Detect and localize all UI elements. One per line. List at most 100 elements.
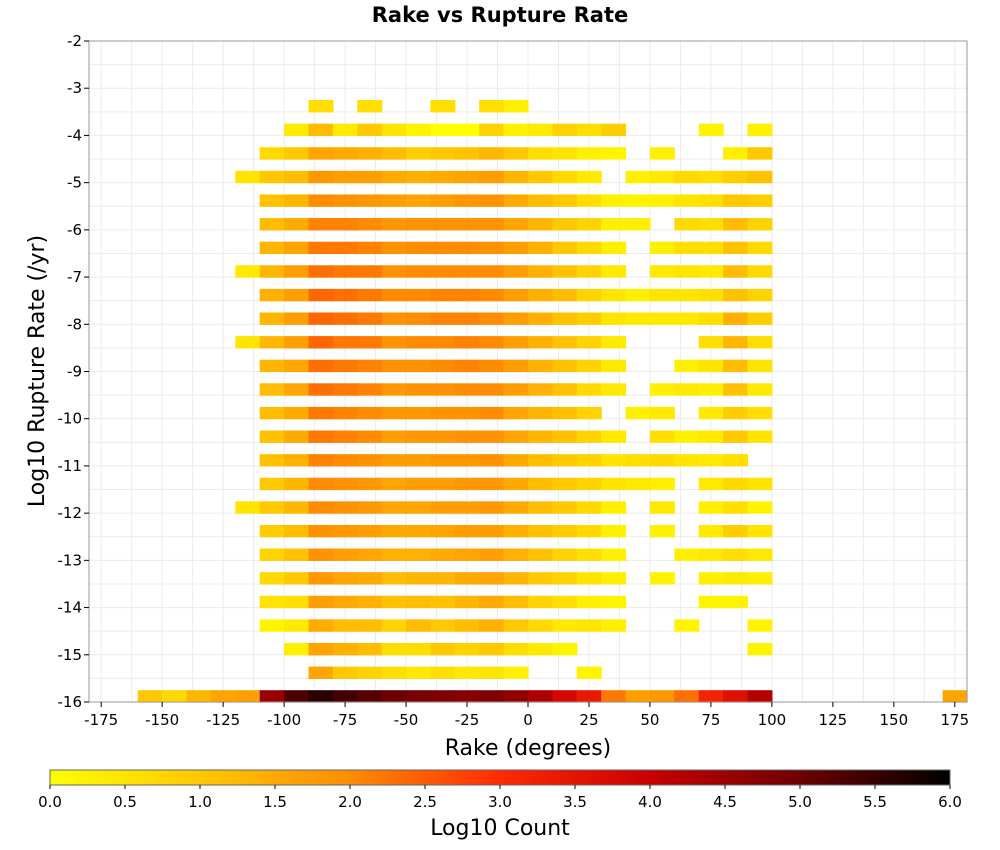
heatmap-cell [357,194,383,207]
heatmap-cell [698,406,724,420]
heatmap-cell [747,359,773,373]
heatmap-cell [479,690,505,703]
heatmap-cell [259,336,285,349]
heatmap-cell [649,454,675,467]
heatmap-cell [503,265,529,278]
heatmap-cell [723,572,749,585]
heatmap-cell [430,147,456,160]
heatmap-cell [625,288,651,302]
heatmap-cell [235,265,261,278]
heatmap-cell [747,336,773,349]
heatmap-cell [381,619,407,632]
heatmap-cell [406,383,432,396]
heatmap-cell [406,265,432,278]
heatmap-cell [357,595,383,609]
heatmap-cell [576,123,602,137]
heatmap-cell [625,477,651,491]
heatmap-cell [747,642,773,656]
heatmap-cell [430,572,456,585]
heatmap-cell [698,312,724,325]
heatmap-cell [552,123,578,137]
heatmap-cell [576,572,602,585]
heatmap-cell [454,595,480,609]
heatmap-cell [308,312,334,325]
heatmap-cell [308,383,334,396]
heatmap-cell [284,218,310,231]
heatmap-cell [357,501,383,514]
heatmap-cell [649,241,675,255]
heatmap-cell [406,666,432,679]
heatmap-cell [259,477,285,491]
heatmap-cell [674,241,700,255]
heatmap-cell [674,265,700,278]
heatmap-cell [528,642,553,656]
heatmap-cell [747,477,773,491]
heatmap-cell [357,288,383,302]
colorbar-tick-label: 1.0 [188,793,212,811]
heatmap-cell [406,642,432,656]
heatmap-cell [552,524,578,538]
heatmap-cell [381,666,407,679]
heatmap-cell [259,406,285,420]
colorbar-label: Log10 Count [430,816,570,841]
heatmap-cell [552,383,578,396]
heatmap-cell [576,430,602,443]
heatmap-cell [454,666,480,679]
heatmap-cell [552,406,578,420]
heatmap-cell [601,619,627,632]
heatmap-cell [454,642,480,656]
heatmap-cell [723,194,749,207]
heatmap-cell [576,548,602,561]
heatmap-cell [528,359,553,373]
heatmap-cell [552,619,578,632]
heatmap-cell [625,194,651,207]
heatmap-cell [357,265,383,278]
heatmap-cell [479,336,505,349]
heatmap-cell [747,123,773,137]
heatmap-cell [601,548,627,561]
heatmap-cell [723,218,749,231]
heatmap-cell [674,383,700,396]
heatmap-cell [552,454,578,467]
heatmap-cell [381,477,407,491]
heatmap-cell [381,194,407,207]
colorbar-tick-label: 5.0 [788,793,812,811]
heatmap-cell [357,619,383,632]
heatmap-cell [308,430,334,443]
heatmap-cell [406,548,432,561]
heatmap-cell [576,595,602,609]
heatmap-cell [552,147,578,160]
heatmap-cell [674,454,700,467]
heatmap-cell [381,524,407,538]
colorbar-tick-label: 1.5 [263,793,287,811]
heatmap-cell [381,359,407,373]
heatmap-cell [674,288,700,302]
heatmap-cell [381,690,407,703]
heatmap-cell [747,619,773,632]
heatmap-cell [406,477,432,491]
heatmap-cell [454,265,480,278]
heatmap-cell [698,501,724,514]
colorbar-tick-label: 4.5 [713,793,737,811]
x-tick-label: -50 [394,711,419,729]
heatmap-cell [406,194,432,207]
heatmap-cell [406,218,432,231]
heatmap-cell [259,312,285,325]
x-tick-label: 75 [701,711,720,729]
heatmap-cell [723,524,749,538]
heatmap-cell [503,123,529,137]
heatmap-cell [308,170,334,184]
heatmap-cell [454,194,480,207]
heatmap-cell [308,100,334,113]
heatmap-cell [284,383,310,396]
heatmap-cell [259,288,285,302]
y-tick-label: -3 [67,79,82,97]
heatmap-cell [308,288,334,302]
heatmap-cell [308,690,334,703]
heatmap-cell [503,477,529,491]
heatmap-cell [235,336,261,349]
heatmap-cell [601,265,627,278]
heatmap-cell [528,430,553,443]
heatmap-cell [625,218,651,231]
heatmap-cell [479,147,505,160]
